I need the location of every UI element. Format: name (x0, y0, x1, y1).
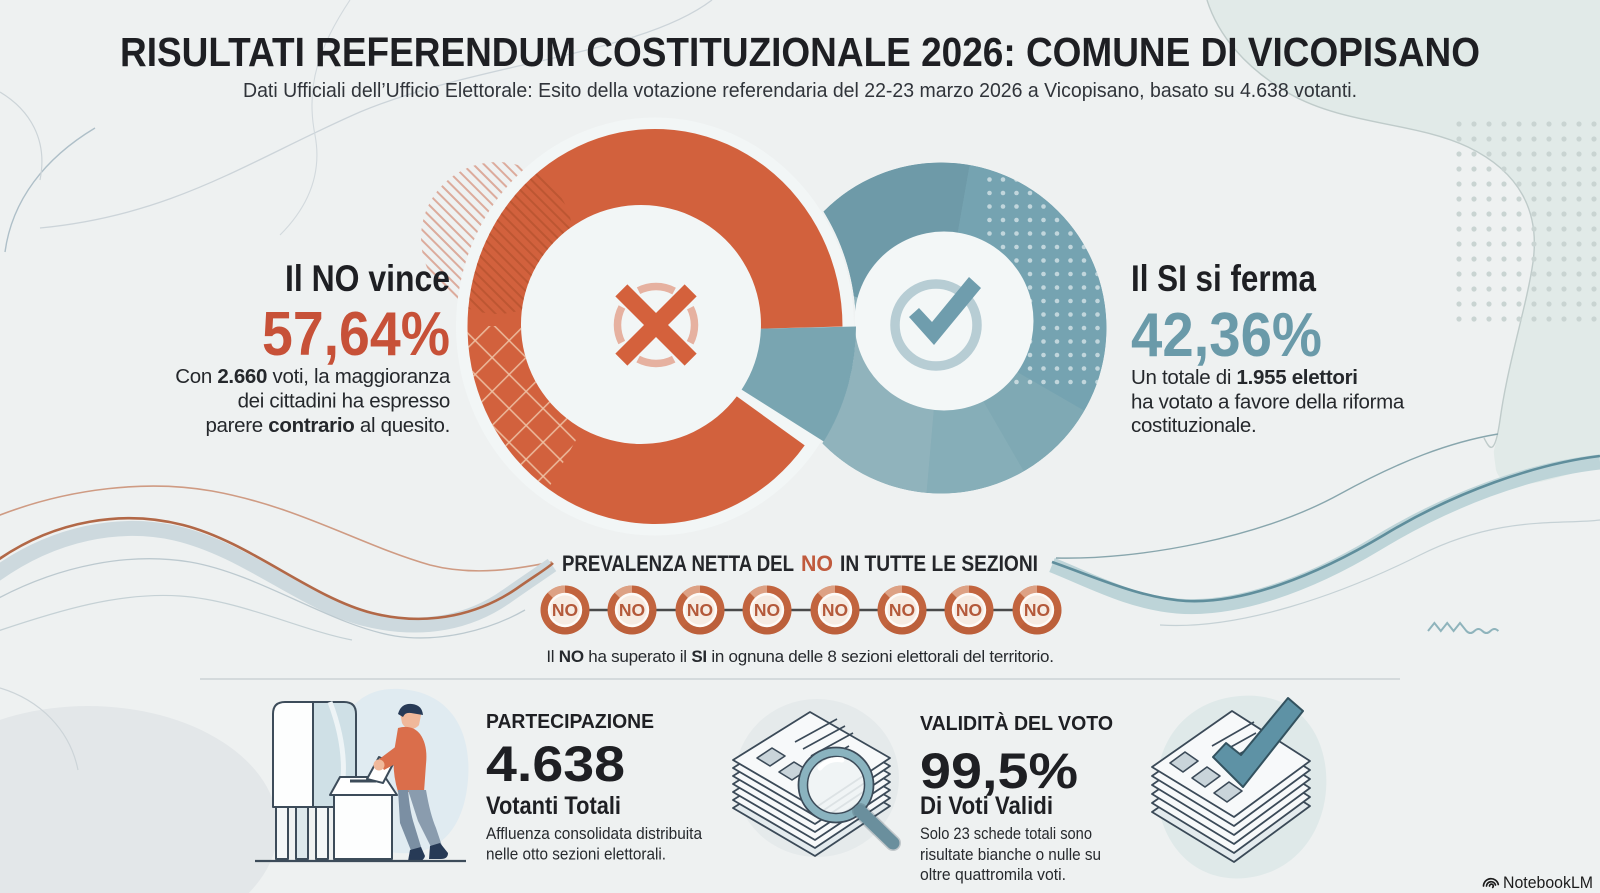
svg-text:99,5%: 99,5% (920, 743, 1078, 799)
svg-text:costituzionale.: costituzionale. (1131, 414, 1256, 437)
svg-text:NO: NO (822, 600, 848, 620)
svg-text:PARTECIPAZIONE: PARTECIPAZIONE (486, 711, 654, 733)
svg-text:VALIDITÀ DEL VOTO: VALIDITÀ DEL VOTO (920, 712, 1113, 735)
svg-text:4.638: 4.638 (486, 736, 625, 792)
svg-text:NotebookLM: NotebookLM (1503, 873, 1593, 892)
svg-text:ha votato a favore della rifor: ha votato a favore della riforma (1131, 391, 1405, 414)
svg-text:dei cittadini ha espresso: dei cittadini ha espresso (238, 390, 450, 413)
svg-text:RISULTATI REFERENDUM COSTITUZI: RISULTATI REFERENDUM COSTITUZIONALE 2026… (120, 29, 1480, 75)
svg-text:NO: NO (619, 600, 645, 620)
svg-text:Il NO vince: Il NO vince (285, 258, 450, 299)
svg-text:Dati Ufficiali dell’Ufficio El: Dati Ufficiali dell’Ufficio Elettorale: … (243, 80, 1357, 102)
svg-text:Di Voti Validi: Di Voti Validi (920, 792, 1053, 820)
svg-text:nelle otto sezioni elettorali.: nelle otto sezioni elettorali. (486, 846, 666, 864)
svg-text:Affluenza consolidata distribu: Affluenza consolidata distribuita (486, 825, 703, 843)
svg-text:risultate bianche o nulle su: risultate bianche o nulle su (920, 846, 1101, 864)
svg-text:Con 2.660 voti, la maggioranza: Con 2.660 voti, la maggioranza (175, 365, 451, 388)
svg-text:Un totale di 1.955 elettori: Un totale di 1.955 elettori (1131, 366, 1358, 389)
svg-text:Solo 23 schede totali sono: Solo 23 schede totali sono (920, 825, 1092, 843)
svg-text:Votanti Totali: Votanti Totali (486, 792, 621, 820)
svg-text:parere contrario al quesito.: parere contrario al quesito. (205, 414, 450, 437)
svg-text:Il NO ha superato il SI in ogn: Il NO ha superato il SI in ognuna delle … (546, 647, 1053, 666)
svg-text:NO: NO (1024, 600, 1050, 620)
svg-text:NO: NO (754, 600, 780, 620)
svg-text:PREVALENZA NETTA DEL: PREVALENZA NETTA DEL (562, 551, 794, 576)
svg-text:NO: NO (801, 551, 833, 576)
svg-text:oltre quattromila voti.: oltre quattromila voti. (920, 866, 1066, 884)
svg-text:Il SI si ferma: Il SI si ferma (1131, 258, 1316, 299)
svg-text:NO: NO (956, 600, 982, 620)
svg-text:NO: NO (552, 600, 578, 620)
svg-text:NO: NO (687, 600, 713, 620)
svg-text:IN TUTTE LE SEZIONI: IN TUTTE LE SEZIONI (840, 551, 1038, 576)
svg-text:57,64%: 57,64% (262, 300, 450, 369)
svg-text:NO: NO (889, 600, 915, 620)
svg-text:42,36%: 42,36% (1131, 301, 1322, 370)
